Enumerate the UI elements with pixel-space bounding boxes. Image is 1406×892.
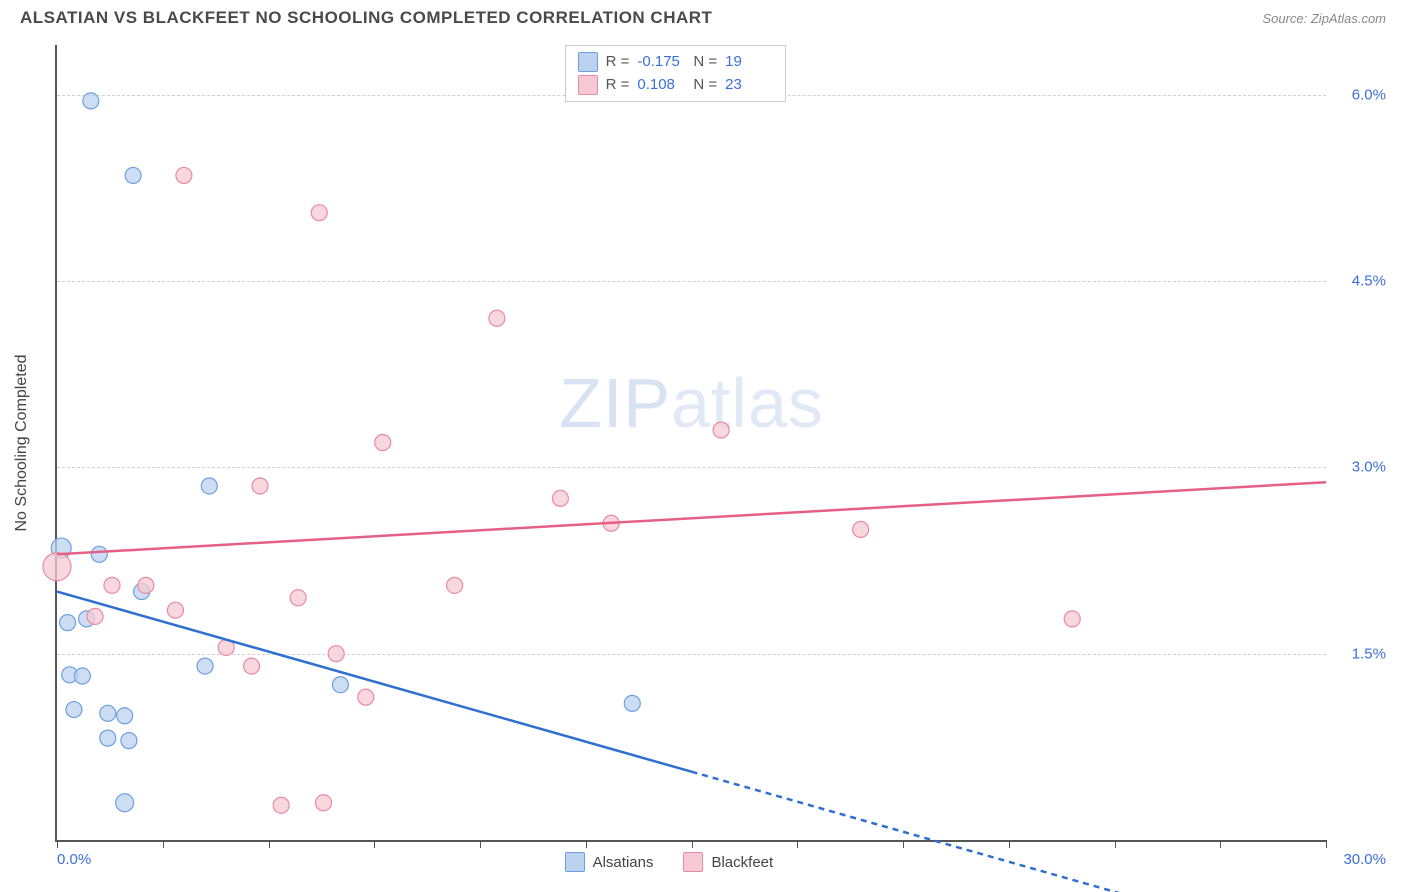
x-tick <box>269 840 270 848</box>
y-axis-title: No Schooling Completed <box>13 354 31 531</box>
n-value-alsatians: 19 <box>725 51 773 74</box>
header: ALSATIAN VS BLACKFEET NO SCHOOLING COMPL… <box>0 0 1406 32</box>
data-point <box>447 577 463 593</box>
data-point <box>176 167 192 183</box>
y-tick-label: 1.5% <box>1336 645 1386 662</box>
data-point <box>273 797 289 813</box>
data-point <box>100 730 116 746</box>
x-tick <box>1115 840 1116 848</box>
data-point <box>60 615 76 631</box>
x-tick <box>692 840 693 848</box>
data-point <box>87 608 103 624</box>
data-point <box>853 521 869 537</box>
data-point <box>375 435 391 451</box>
n-label: N = <box>693 74 717 97</box>
swatch-alsatians <box>578 52 598 72</box>
y-tick-label: 3.0% <box>1336 459 1386 476</box>
x-tick <box>163 840 164 848</box>
trend-line <box>692 772 1327 892</box>
data-point <box>66 702 82 718</box>
x-tick <box>586 840 587 848</box>
r-label: R = <box>606 51 630 74</box>
legend-item-alsatians: Alsatians <box>565 852 654 872</box>
data-point <box>552 490 568 506</box>
data-point <box>104 577 120 593</box>
stat-row-blackfeet: R = 0.108 N = 23 <box>578 74 774 97</box>
r-label: R = <box>606 74 630 97</box>
chart-area: No Schooling Completed ZIPatlas 1.5%3.0%… <box>55 45 1326 842</box>
data-point <box>328 646 344 662</box>
chart-title: ALSATIAN VS BLACKFEET NO SCHOOLING COMPL… <box>20 8 712 28</box>
x-tick <box>374 840 375 848</box>
n-value-blackfeet: 23 <box>725 74 773 97</box>
data-point <box>332 677 348 693</box>
data-point <box>117 708 133 724</box>
source-label: Source: ZipAtlas.com <box>1262 11 1386 26</box>
y-tick-label: 4.5% <box>1336 273 1386 290</box>
x-tick <box>797 840 798 848</box>
trend-line <box>57 592 692 772</box>
data-point <box>100 705 116 721</box>
data-point <box>91 546 107 562</box>
y-tick-label: 6.0% <box>1336 86 1386 103</box>
legend-label-blackfeet: Blackfeet <box>711 854 773 871</box>
data-point <box>489 310 505 326</box>
x-tick <box>57 840 58 848</box>
data-point <box>121 733 137 749</box>
n-label: N = <box>693 51 717 74</box>
x-tick <box>903 840 904 848</box>
data-point <box>244 658 260 674</box>
data-point <box>138 577 154 593</box>
stat-row-alsatians: R = -0.175 N = 19 <box>578 51 774 74</box>
data-point <box>116 794 134 812</box>
scatter-plot <box>57 45 1326 840</box>
data-point <box>43 553 71 581</box>
r-value-blackfeet: 0.108 <box>637 74 685 97</box>
x-tick <box>1326 840 1327 848</box>
legend-label-alsatians: Alsatians <box>593 854 654 871</box>
data-point <box>252 478 268 494</box>
data-point <box>713 422 729 438</box>
data-point <box>311 205 327 221</box>
legend-item-blackfeet: Blackfeet <box>683 852 773 872</box>
x-tick <box>1009 840 1010 848</box>
stat-box: R = -0.175 N = 19 R = 0.108 N = 23 <box>565 45 787 102</box>
r-value-alsatians: -0.175 <box>637 51 685 74</box>
data-point <box>83 93 99 109</box>
data-point <box>315 795 331 811</box>
data-point <box>201 478 217 494</box>
trend-line <box>57 482 1326 554</box>
x-tick <box>1220 840 1221 848</box>
x-axis-min-label: 0.0% <box>57 851 91 868</box>
data-point <box>74 668 90 684</box>
data-point <box>624 695 640 711</box>
data-point <box>1064 611 1080 627</box>
legend: Alsatians Blackfeet <box>565 852 774 872</box>
x-tick <box>480 840 481 848</box>
data-point <box>358 689 374 705</box>
legend-swatch-alsatians <box>565 852 585 872</box>
data-point <box>167 602 183 618</box>
legend-swatch-blackfeet <box>683 852 703 872</box>
data-point <box>197 658 213 674</box>
x-axis-max-label: 30.0% <box>1343 851 1386 868</box>
data-point <box>290 590 306 606</box>
data-point <box>125 167 141 183</box>
swatch-blackfeet <box>578 75 598 95</box>
